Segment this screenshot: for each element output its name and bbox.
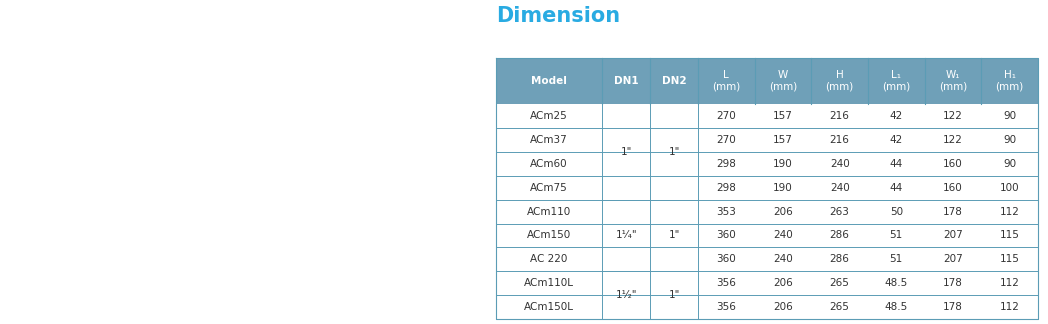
Text: 240: 240 [773,254,793,264]
Text: ACm110L: ACm110L [524,278,574,288]
Text: 115: 115 [1000,230,1020,240]
Text: DN2: DN2 [661,76,686,86]
Text: 44: 44 [890,159,903,169]
Text: 1": 1" [669,147,680,157]
Text: 115: 115 [1000,254,1020,264]
Text: 206: 206 [773,302,793,312]
Text: 42: 42 [890,135,903,145]
Text: 206: 206 [773,207,793,216]
Text: 207: 207 [943,230,963,240]
Text: Dimension: Dimension [496,6,620,26]
Text: 112: 112 [1000,302,1020,312]
Text: L
(mm): L (mm) [713,70,741,92]
Text: 206: 206 [773,278,793,288]
Text: 90: 90 [1003,135,1017,145]
Text: ACm150: ACm150 [527,230,571,240]
Text: 240: 240 [773,230,793,240]
Text: ACm150L: ACm150L [524,302,574,312]
Text: ACm110: ACm110 [527,207,571,216]
Text: 298: 298 [717,183,737,193]
Text: 270: 270 [717,135,737,145]
Text: 157: 157 [773,135,793,145]
Text: 263: 263 [830,207,850,216]
Text: 190: 190 [773,183,793,193]
Text: 51: 51 [890,254,903,264]
Text: AC 220: AC 220 [530,254,568,264]
Text: 270: 270 [717,111,737,121]
Text: 44: 44 [890,183,903,193]
Text: 1": 1" [669,290,680,300]
Text: H₁
(mm): H₁ (mm) [996,70,1024,92]
Text: ACm37: ACm37 [530,135,568,145]
Text: W₁
(mm): W₁ (mm) [939,70,967,92]
Text: 286: 286 [830,254,850,264]
Text: ACm60: ACm60 [530,159,568,169]
Text: 216: 216 [830,111,850,121]
Text: 298: 298 [717,159,737,169]
Text: Model: Model [531,76,567,86]
Text: 100: 100 [1000,183,1020,193]
Text: 160: 160 [943,183,963,193]
Text: 112: 112 [1000,207,1020,216]
Text: 122: 122 [943,111,963,121]
Text: W
(mm): W (mm) [769,70,798,92]
Text: DN1: DN1 [614,76,638,86]
Text: 360: 360 [717,254,737,264]
Text: 190: 190 [773,159,793,169]
Text: 1¹⁄₄": 1¹⁄₄" [615,230,637,240]
Text: 1": 1" [669,230,680,240]
Text: 265: 265 [830,278,850,288]
Text: 178: 178 [943,278,963,288]
Text: 90: 90 [1003,159,1017,169]
Text: 356: 356 [717,278,737,288]
Text: 51: 51 [890,230,903,240]
Text: 112: 112 [1000,278,1020,288]
Text: 265: 265 [830,302,850,312]
Text: 240: 240 [830,159,850,169]
Text: 286: 286 [830,230,850,240]
Text: 42: 42 [890,111,903,121]
Text: 90: 90 [1003,111,1017,121]
Text: 50: 50 [890,207,903,216]
Text: 178: 178 [943,302,963,312]
Text: 1": 1" [620,147,632,157]
Text: L₁
(mm): L₁ (mm) [882,70,911,92]
Text: 356: 356 [717,302,737,312]
Text: 216: 216 [830,135,850,145]
Bar [496,58,1038,104]
Text: 360: 360 [717,230,737,240]
Text: 353: 353 [717,207,737,216]
Text: 48.5: 48.5 [885,302,908,312]
Text: ACm25: ACm25 [530,111,568,121]
Text: 157: 157 [773,111,793,121]
Text: 160: 160 [943,159,963,169]
Text: H
(mm): H (mm) [826,70,854,92]
Text: ACm75: ACm75 [530,183,568,193]
Text: 207: 207 [943,254,963,264]
Text: 48.5: 48.5 [885,278,908,288]
Text: 122: 122 [943,135,963,145]
Text: 178: 178 [943,207,963,216]
Text: 240: 240 [830,183,850,193]
Text: 1¹⁄₂": 1¹⁄₂" [615,290,637,300]
